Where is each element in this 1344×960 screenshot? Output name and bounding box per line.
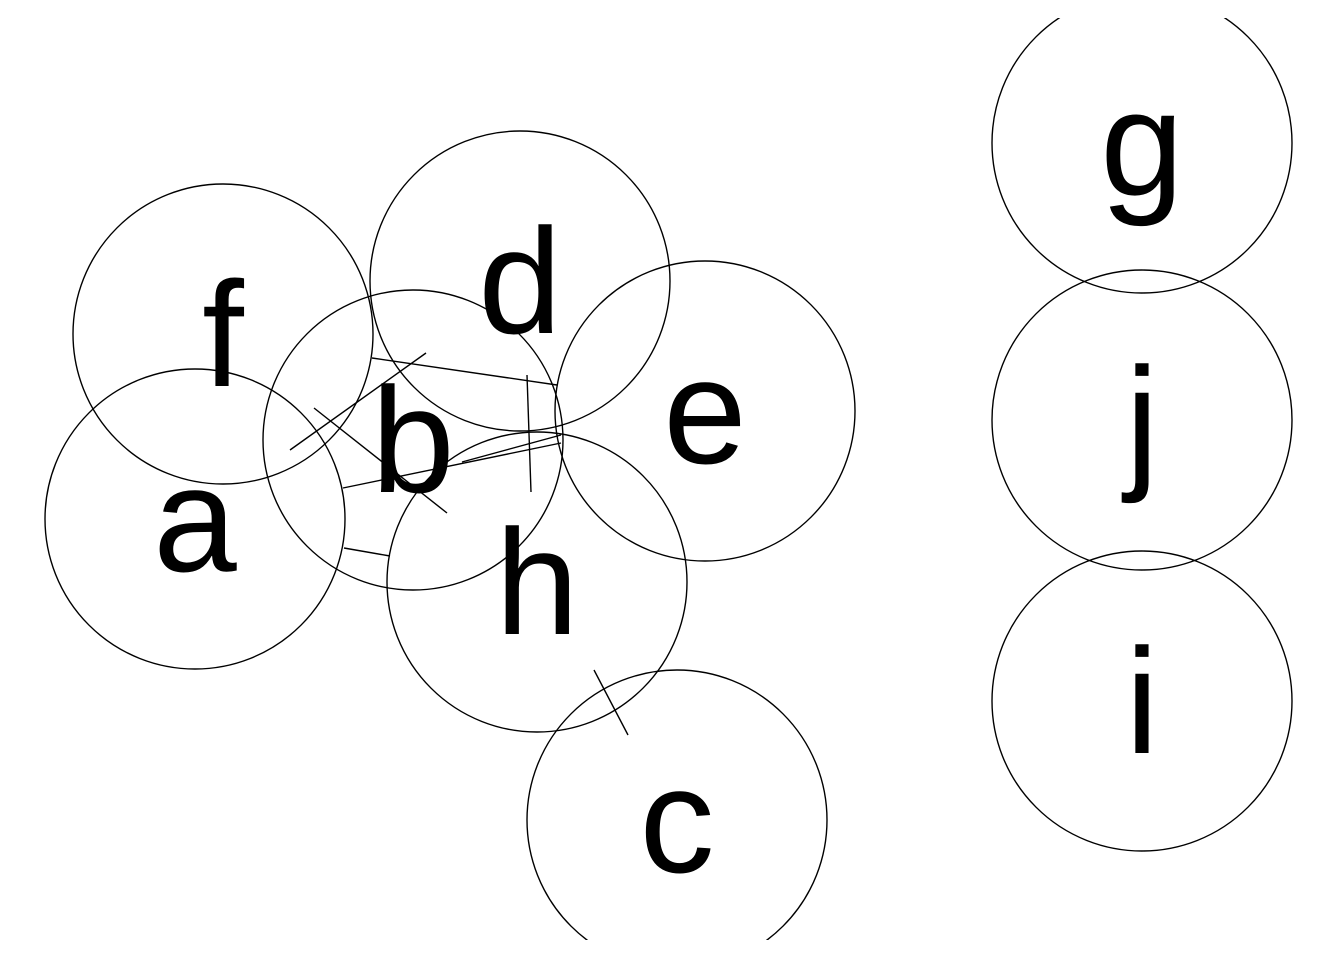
edge-b-h xyxy=(313,407,448,514)
edge-a-h xyxy=(343,547,391,557)
nodes-layer: a b c de f g h ij xyxy=(44,18,1293,940)
node-circle-i xyxy=(991,550,1293,852)
node-circle-g xyxy=(991,18,1293,294)
edge-h-c xyxy=(593,669,629,736)
node-j: j xyxy=(991,269,1293,571)
edge-a-b xyxy=(289,352,427,451)
node-label-h: h xyxy=(495,498,578,666)
node-label-e: e xyxy=(663,327,746,495)
node-label-a: a xyxy=(153,435,237,603)
node-label-d: d xyxy=(478,197,561,365)
node-circle-c xyxy=(526,669,828,940)
node-h: h xyxy=(386,431,688,733)
edge-d-h xyxy=(526,374,532,493)
node-f: f xyxy=(72,183,374,485)
node-b: b xyxy=(262,289,564,591)
node-circle-d xyxy=(369,130,671,432)
node-label-j: j xyxy=(1121,336,1158,504)
node-a: a xyxy=(44,368,346,670)
node-e: e xyxy=(554,260,856,562)
node-circle-b xyxy=(262,289,564,591)
node-circle-h xyxy=(386,431,688,733)
node-circle-f xyxy=(72,183,374,485)
edge-b-d xyxy=(371,357,558,386)
node-label-g: g xyxy=(1100,59,1183,227)
edges-layer xyxy=(289,352,629,736)
node-circle-e xyxy=(554,260,856,562)
node-g: g xyxy=(991,18,1293,294)
node-label-f: f xyxy=(202,250,244,418)
node-circle-j xyxy=(991,269,1293,571)
node-label-i: i xyxy=(1125,617,1158,785)
node-label-c: c xyxy=(640,736,715,904)
node-circle-a xyxy=(44,368,346,670)
edge-a-e xyxy=(342,442,562,489)
node-label-b: b xyxy=(371,356,454,524)
edge-b-e xyxy=(461,434,562,463)
node-c: c xyxy=(526,669,828,940)
node-d: d xyxy=(369,130,671,432)
node-i: i xyxy=(991,550,1293,852)
